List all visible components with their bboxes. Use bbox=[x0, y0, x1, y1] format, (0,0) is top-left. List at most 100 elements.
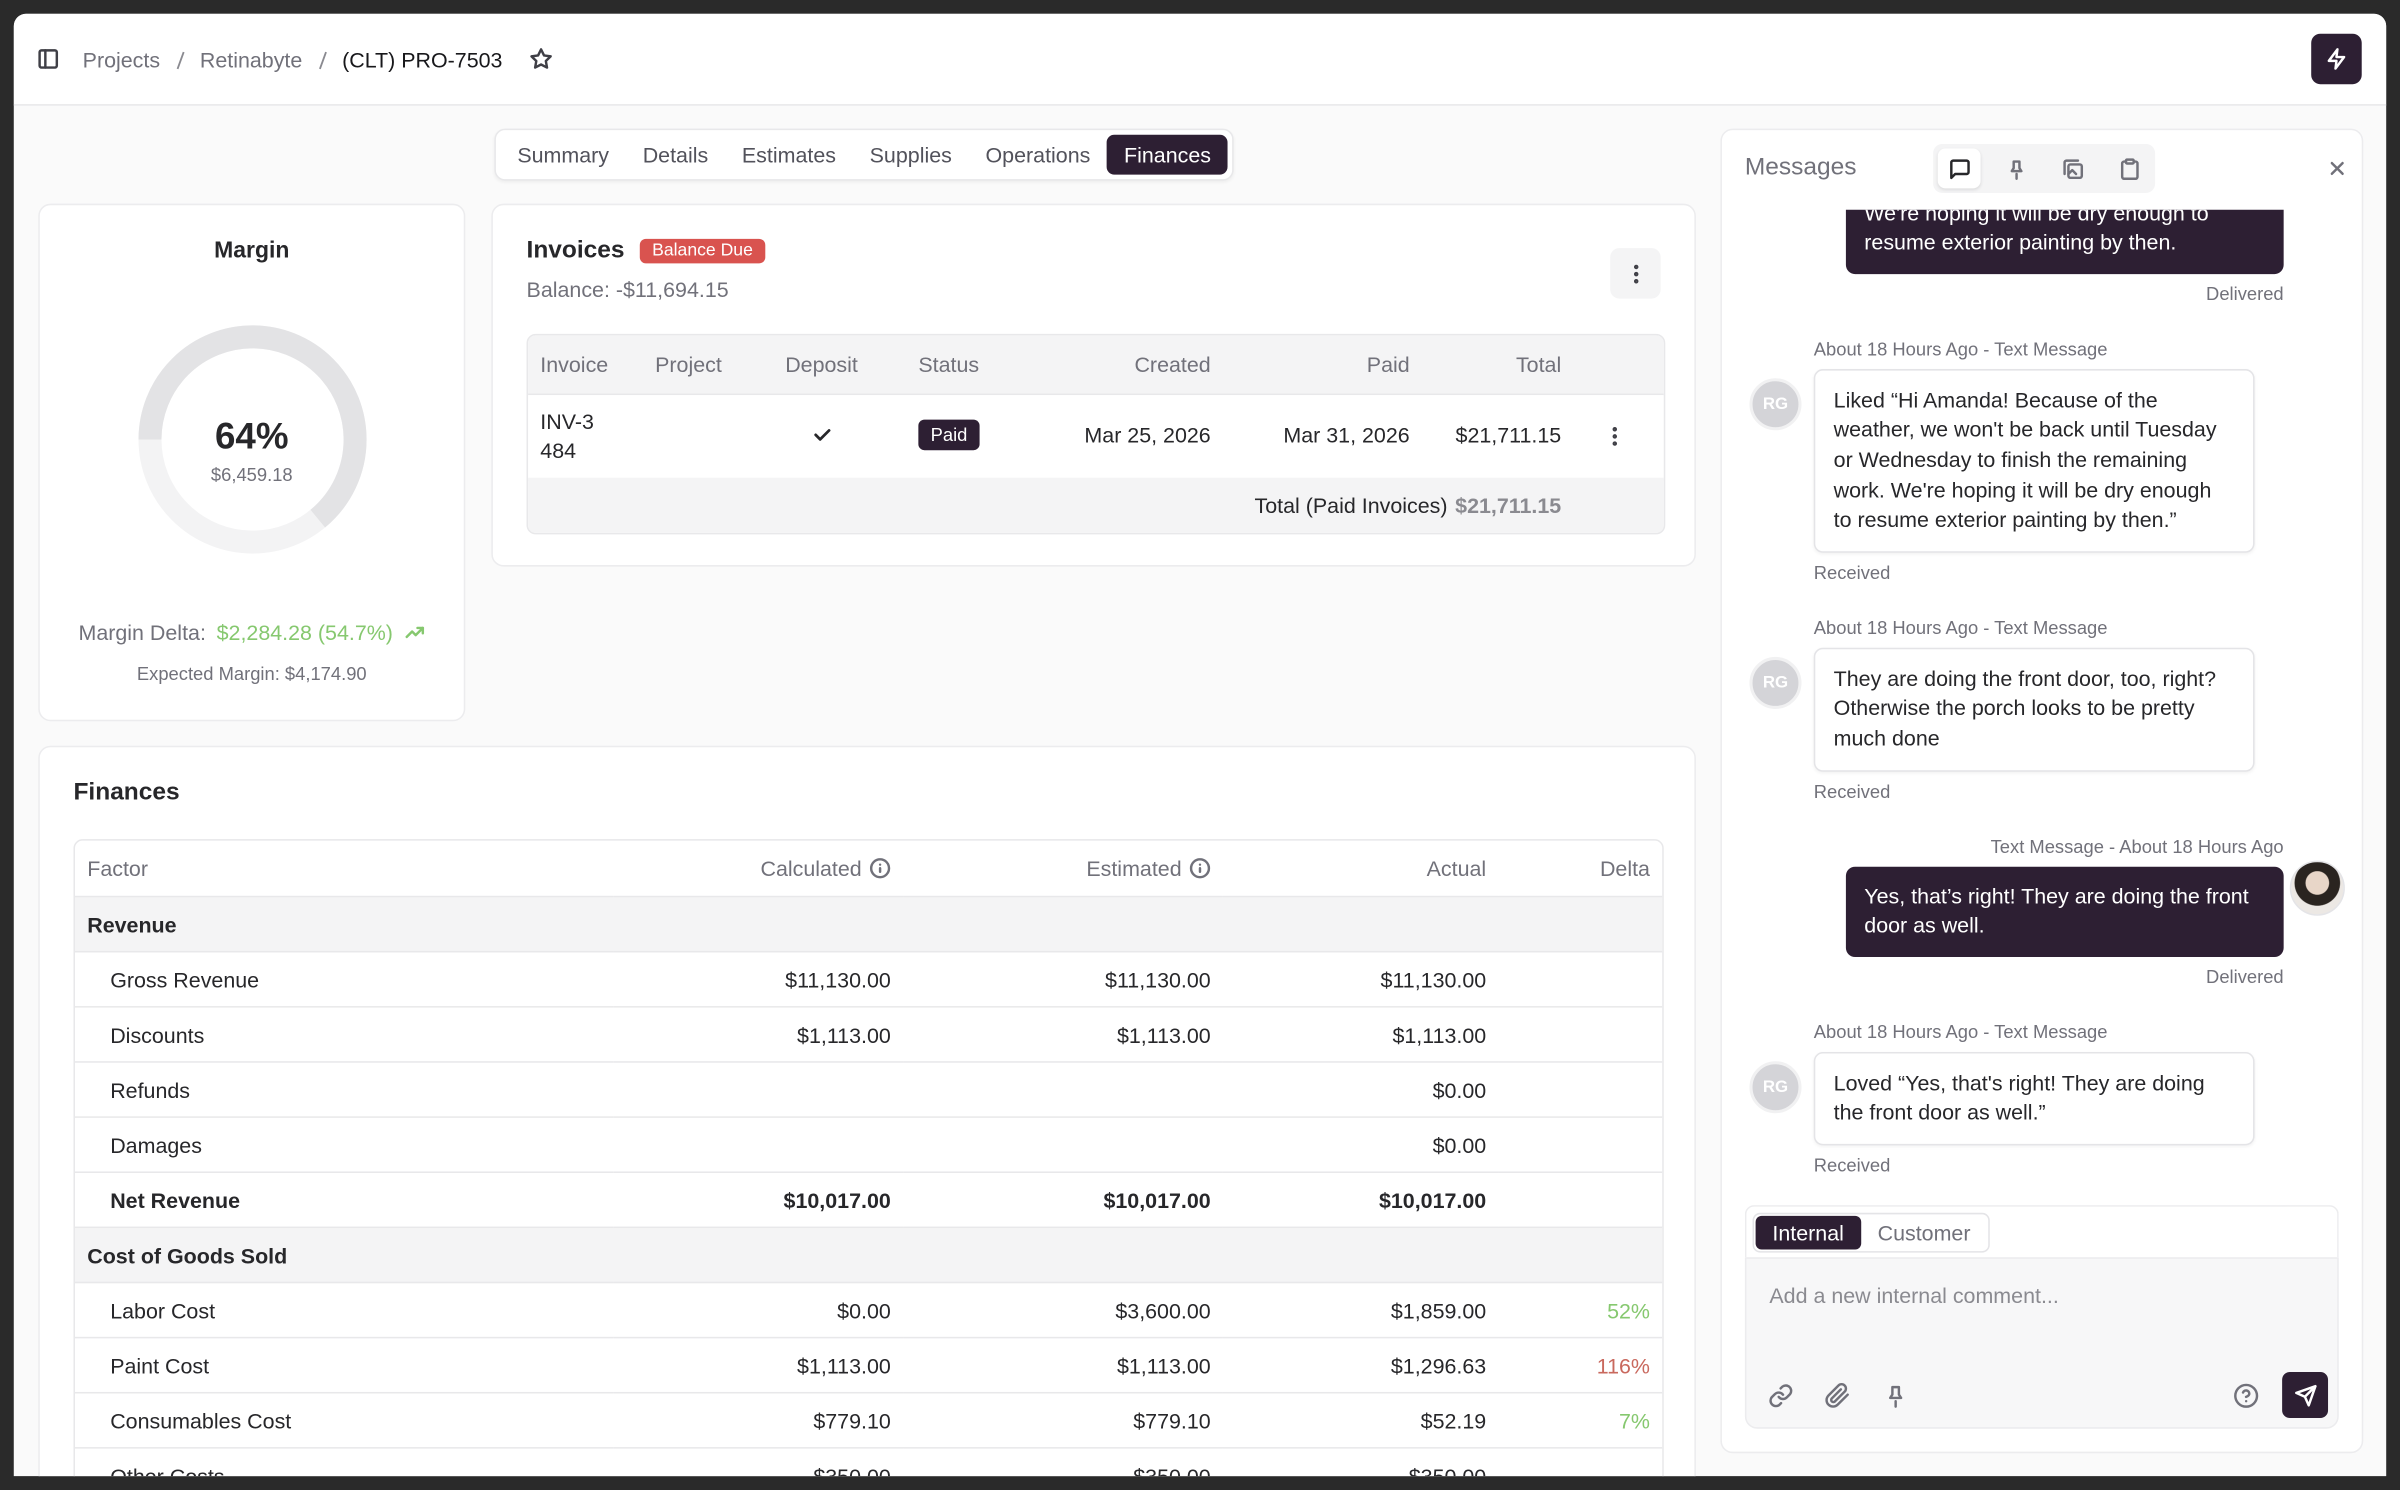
margin-delta-value: $2,284.28 (54.7%) bbox=[216, 620, 393, 645]
sidebar-toggle[interactable] bbox=[37, 47, 60, 70]
compose-tab[interactable]: Internal bbox=[1755, 1215, 1861, 1249]
cell-actual: $350.00 bbox=[1222, 1447, 1499, 1477]
breadcrumb: Projects Retinabyte (CLT) PRO-7503 bbox=[83, 14, 553, 104]
icon bbox=[2062, 158, 2083, 179]
row-menu[interactable] bbox=[1603, 424, 1627, 449]
view-tab[interactable] bbox=[2108, 149, 2151, 189]
message-status: Received bbox=[1813, 780, 1891, 802]
compose-action[interactable] bbox=[1883, 1383, 1909, 1409]
invoice-number[interactable]: INV-3484 bbox=[540, 408, 594, 463]
received-message: About 18 Hours Ago - Text Message Loved “… bbox=[1722, 1021, 2362, 1177]
message-meta: About 18 Hours Ago - Text Message bbox=[1813, 1021, 2108, 1043]
icon bbox=[2330, 161, 2344, 176]
tab[interactable]: Estimates bbox=[741, 142, 836, 167]
column-header-text: Factor bbox=[87, 855, 148, 881]
column-header-text: Actual bbox=[1426, 855, 1487, 881]
info-icon[interactable] bbox=[869, 858, 891, 879]
column-header: Calculated bbox=[614, 841, 903, 897]
message-status: Received bbox=[1813, 1154, 1891, 1177]
breadcrumb-item[interactable]: Projects bbox=[82, 46, 161, 72]
cell-calculated: $10,017.00 bbox=[613, 1171, 904, 1228]
info-icon[interactable] bbox=[1189, 858, 1211, 879]
view-tab[interactable] bbox=[1937, 148, 1981, 189]
column-header: Invoice bbox=[540, 352, 609, 377]
breadcrumb-item[interactable]: Retinabyte bbox=[199, 46, 303, 72]
factor: Damages bbox=[74, 1116, 614, 1173]
invoices-title: Invoices bbox=[526, 237, 625, 264]
invoice-total: $21,711.15 bbox=[1455, 422, 1562, 448]
breadcrumb-item: (CLT) PRO-7503 bbox=[342, 46, 503, 72]
icon bbox=[1949, 158, 1970, 179]
close-button[interactable] bbox=[2327, 158, 2348, 179]
quick-action-button[interactable] bbox=[2311, 33, 2362, 85]
icon bbox=[1889, 1385, 1903, 1408]
margin-amount: $6,459.18 bbox=[210, 463, 293, 486]
compose-action[interactable] bbox=[1768, 1383, 1794, 1409]
factor: Discounts bbox=[74, 1006, 614, 1062]
column-header: Factor bbox=[75, 841, 614, 897]
column-header: Project bbox=[655, 352, 722, 377]
cell-actual: $0.00 bbox=[1222, 1116, 1499, 1173]
margin-delta: Margin Delta: $2,284.28 (54.7%) bbox=[40, 620, 464, 645]
column-header: Created bbox=[1134, 352, 1211, 377]
cell-actual: $0.00 bbox=[1222, 1061, 1499, 1118]
message-status: Delivered bbox=[2206, 283, 2284, 305]
deposit-check bbox=[811, 424, 832, 445]
compose-action[interactable] bbox=[1824, 1382, 1850, 1409]
breadcrumb-separator bbox=[175, 48, 184, 69]
section-row: Cost of Goods Sold bbox=[74, 1226, 1663, 1283]
finances-card: Finances Factor Calculated Estimated Actual D… bbox=[38, 745, 1696, 1477]
cell-calculated: $0.00 bbox=[613, 1281, 904, 1338]
tab[interactable]: Details bbox=[642, 142, 709, 167]
paid-date: Mar 31, 2026 bbox=[1283, 422, 1410, 448]
messages-title: Messages bbox=[1744, 154, 1857, 181]
margin-percent: 64% bbox=[215, 416, 289, 458]
tab[interactable]: Finances bbox=[1107, 134, 1228, 175]
cell-estimated: $3,600.00 bbox=[903, 1281, 1223, 1338]
column-header: Total bbox=[1515, 352, 1562, 377]
tab[interactable]: Operations bbox=[985, 142, 1091, 167]
messages-panel: Messages Wednesday to finish the remainin… bbox=[1720, 128, 2364, 1454]
tab[interactable]: Supplies bbox=[869, 142, 952, 167]
column-header: Estimated bbox=[903, 841, 1223, 897]
view-tab[interactable] bbox=[2051, 149, 2094, 189]
cell-calculated bbox=[613, 1116, 904, 1173]
invoices-menu-button[interactable] bbox=[1610, 248, 1661, 299]
invoices-card: Invoices Balance Due Balance: -$11,694.15 I… bbox=[491, 203, 1696, 567]
section-name: Cost of Goods Sold bbox=[74, 1226, 1663, 1283]
margin-title: Margin bbox=[214, 237, 290, 264]
view-tab[interactable] bbox=[1994, 149, 2037, 189]
message-status: Delivered bbox=[2206, 965, 2284, 988]
message-meta: Text Message - About 18 Hours Ago bbox=[1990, 835, 2284, 857]
section-row: Revenue bbox=[74, 895, 1663, 952]
message-list-viewport: Wednesday to finish the remaining work. … bbox=[1722, 209, 2362, 1177]
column-header-text: Calculated bbox=[760, 855, 862, 881]
finance-row: Damages $0.00 bbox=[74, 1116, 1663, 1173]
comment-input[interactable]: Add a new internal comment... bbox=[1769, 1283, 2059, 1308]
tab[interactable]: Summary bbox=[517, 142, 610, 167]
compose-tab[interactable]: Customer bbox=[1877, 1219, 1971, 1245]
cell-calculated: $11,130.00 bbox=[613, 950, 904, 1007]
sent-message: Text Message - About 18 Hours Ago Yes, th… bbox=[1722, 835, 2362, 988]
favorite-star[interactable] bbox=[530, 47, 553, 70]
column-header: Actual bbox=[1223, 841, 1499, 897]
message-bubble: Liked “Hi Amanda! Because of the weather… bbox=[1813, 368, 2255, 553]
breadcrumb-separator bbox=[318, 48, 327, 69]
compose-tab-group: Internal Customer bbox=[1752, 1212, 1991, 1252]
factor: Other Costs bbox=[74, 1447, 614, 1477]
invoices-total-row: Total (Paid Invoices) $21,711.15 bbox=[528, 477, 1664, 533]
cell-estimated: $350.00 bbox=[903, 1447, 1223, 1477]
send-button[interactable] bbox=[2282, 1372, 2329, 1418]
icon bbox=[814, 429, 831, 441]
help-button[interactable] bbox=[2233, 1383, 2259, 1409]
message-status: Received bbox=[1813, 561, 1891, 584]
sender-avatar: RG bbox=[1749, 1060, 1802, 1113]
cell-estimated: $1,113.00 bbox=[903, 1006, 1223, 1062]
factor: Refunds bbox=[74, 1061, 614, 1118]
cell-actual: $1,296.63 bbox=[1222, 1336, 1499, 1393]
finance-row: Consumables Cost $779.10 $779.10 $52.19 7% bbox=[74, 1391, 1663, 1448]
cell-estimated: $10,017.00 bbox=[903, 1171, 1223, 1228]
icon bbox=[1633, 263, 1638, 283]
